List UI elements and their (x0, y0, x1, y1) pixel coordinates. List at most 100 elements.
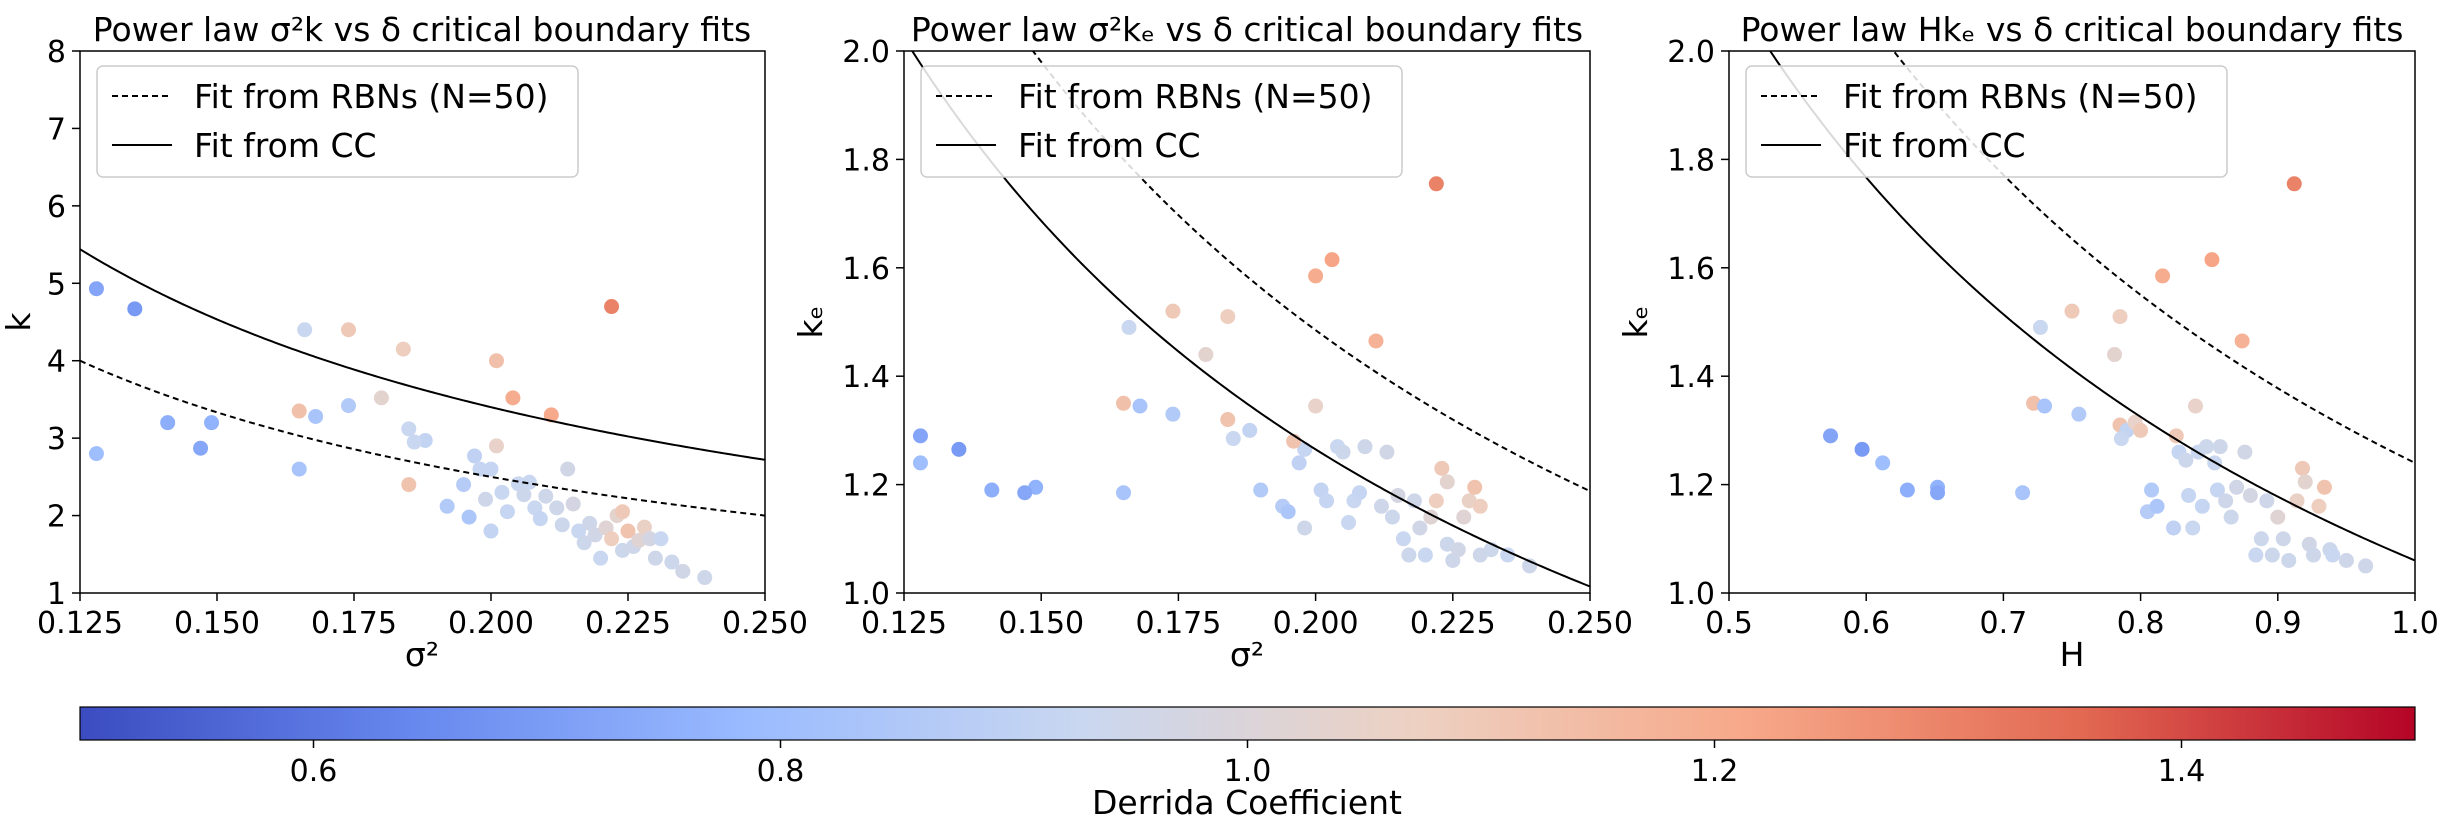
data-point (1341, 515, 1357, 531)
data-point (631, 532, 647, 548)
data-point (1225, 431, 1241, 447)
y-tick-label: 4 (47, 345, 66, 380)
legend-box (1745, 65, 2228, 178)
colorbar-ticks: 0.6 0.8 1.0 1.2 1.4 (290, 740, 2205, 789)
data-point (467, 448, 483, 464)
x-tick-label: 0.250 (1547, 606, 1633, 641)
data-point (1308, 268, 1324, 284)
colorbar: 0.6 0.8 1.0 1.2 1.4 Derrida Coefficient (79, 706, 2416, 822)
data-point (560, 461, 576, 477)
x-tick-label: 0.7 (1980, 606, 2028, 641)
data-point (1384, 509, 1400, 525)
x-tick-label: 0.125 (37, 606, 123, 641)
y-tick-label: 3 (47, 422, 66, 457)
data-point (204, 415, 220, 431)
chart-title: Power law σ²kₑ vs δ critical boundary fi… (911, 10, 1583, 49)
data-point (1439, 474, 1455, 490)
data-point (620, 523, 636, 539)
data-point (1335, 444, 1351, 460)
colorbar-tick-label: 1.2 (1691, 754, 1739, 789)
data-point (127, 301, 143, 317)
data-point (505, 390, 521, 406)
colorbar-label: Derrida Coefficient (1092, 783, 1402, 822)
data-point (2325, 547, 2341, 563)
data-point (1472, 498, 1488, 514)
data-point (88, 446, 104, 462)
axis-ticks: 0.125 0.150 0.175 0.200 0.225 0.250 1.0 1.2 1.4 1… (842, 35, 1633, 641)
data-point (2155, 268, 2171, 284)
data-point (1121, 319, 1137, 335)
data-point (308, 408, 324, 424)
data-point (406, 434, 422, 450)
data-point (401, 421, 417, 437)
data-point (2107, 347, 2123, 363)
data-point (1450, 542, 1466, 558)
data-point (1368, 333, 1384, 349)
data-point (483, 461, 499, 477)
y-tick-label: 7 (47, 112, 66, 147)
data-point (2253, 531, 2269, 547)
data-point (373, 390, 389, 406)
data-point (2297, 474, 2313, 490)
data-point (2071, 406, 2087, 422)
axis-ticks: 0.125 0.150 0.175 0.200 0.225 0.250 1 2 3 4 5 6 7 8 (37, 35, 808, 641)
data-point (1395, 531, 1411, 547)
data-point (2338, 552, 2354, 568)
data-point (2358, 558, 2374, 574)
y-tick-label: 6 (47, 190, 66, 225)
x-tick-label: 0.225 (1410, 606, 1496, 641)
legend: Fit from RBNs (N=50) Fit from CC (1745, 65, 2228, 178)
data-point (521, 474, 537, 490)
fit-line-cc (911, 51, 1590, 588)
data-point (291, 461, 307, 477)
chart-title: Power law σ²k vs δ critical boundary fit… (93, 10, 751, 49)
data-point (1434, 460, 1450, 476)
data-point (2305, 547, 2321, 563)
y-tick-label: 1.0 (1667, 577, 1715, 612)
panel-sigma2-k: Power law σ²k vs δ critical boundary fit… (0, 10, 808, 674)
data-point (912, 428, 928, 444)
data-point (576, 535, 592, 551)
data-point (532, 511, 548, 527)
y-tick-label: 1.6 (842, 252, 890, 287)
data-point (1417, 547, 1433, 563)
data-point (1357, 439, 1373, 455)
y-tick-label: 1.8 (1667, 143, 1715, 178)
data-point (2112, 309, 2128, 325)
data-point (1875, 455, 1891, 471)
colorbar-tick-label: 0.8 (757, 754, 805, 789)
data-point (642, 531, 658, 547)
data-point (88, 281, 104, 297)
legend-box (920, 65, 1403, 178)
y-tick-label: 1.8 (842, 143, 890, 178)
data-point (604, 531, 620, 547)
data-point (1116, 485, 1132, 501)
plot-frame (79, 50, 766, 594)
colorbar-tick-label: 0.6 (290, 754, 338, 789)
data-point (1291, 455, 1307, 471)
data-point (2259, 493, 2275, 509)
data-point (401, 477, 417, 493)
data-point (565, 496, 581, 512)
data-point (593, 550, 609, 566)
data-point (2194, 498, 2210, 514)
data-point (1280, 504, 1296, 520)
x-tick-label: 1.0 (2391, 606, 2439, 641)
scatter-points (1823, 176, 2374, 574)
data-point (2218, 493, 2234, 509)
y-tick-label: 5 (47, 267, 66, 302)
data-point (160, 415, 176, 431)
data-point (2113, 431, 2129, 447)
legend-label: Fit from RBNs (N=50) (1843, 77, 2197, 116)
x-tick-label: 0.150 (998, 606, 1084, 641)
data-point (2270, 509, 2286, 525)
data-point (1401, 547, 1417, 563)
data-point (549, 500, 565, 516)
data-point (291, 403, 307, 419)
y-tick-label: 2.0 (1667, 35, 1715, 70)
legend-label: Fit from CC (1018, 126, 1201, 165)
legend-label: Fit from CC (1843, 126, 2026, 165)
scatter-points (912, 176, 1538, 574)
y-tick-label: 1.6 (1667, 252, 1715, 287)
legend-box (96, 65, 579, 178)
